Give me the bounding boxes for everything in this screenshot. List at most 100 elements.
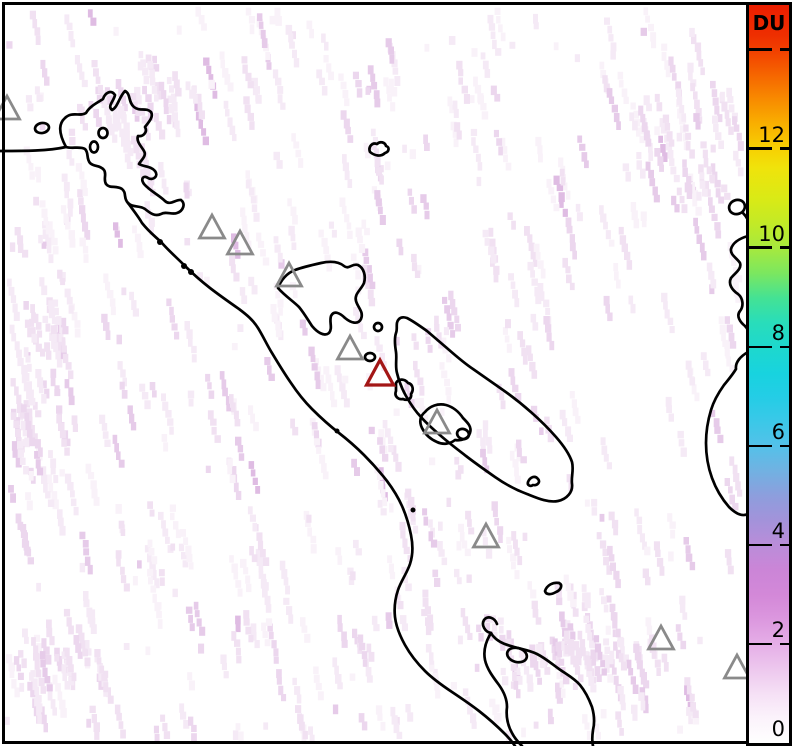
data-pixel [14, 227, 21, 236]
data-pixel [317, 374, 324, 384]
data-pixel [88, 472, 95, 480]
data-pixel [698, 164, 704, 174]
data-pixel [313, 430, 319, 439]
data-pixel [292, 290, 298, 299]
data-pixel [293, 58, 300, 68]
data-pixel [43, 723, 48, 733]
data-pixel [697, 636, 703, 645]
data-pixel [599, 205, 604, 215]
data-pixel [198, 643, 205, 654]
data-pixel [59, 699, 66, 710]
data-pixel [68, 305, 74, 314]
data-pixel [237, 324, 244, 332]
volcano-marker-icon [646, 623, 676, 651]
data-pixel [400, 530, 406, 539]
data-pixel [33, 645, 39, 654]
data-pixel [564, 630, 569, 641]
data-pixel [103, 322, 110, 331]
data-pixel [241, 215, 247, 226]
data-pixel [357, 634, 364, 643]
data-pixel [458, 523, 464, 533]
data-pixel [509, 638, 514, 649]
data-pixel [252, 522, 258, 532]
data-pixel [80, 114, 85, 124]
data-pixel [482, 60, 489, 70]
data-pixel [47, 690, 53, 701]
data-pixel [41, 380, 47, 389]
data-pixel [29, 397, 36, 406]
data-pixel [382, 453, 389, 462]
data-pixel [36, 706, 42, 716]
data-pixel [475, 153, 481, 162]
data-pixel [584, 655, 590, 666]
data-pixel [144, 201, 150, 210]
data-pixel [622, 654, 629, 663]
data-pixel [732, 281, 739, 289]
data-pixel [316, 446, 322, 454]
data-pixel [663, 301, 668, 310]
data-pixel [315, 683, 322, 691]
data-pixel [39, 651, 46, 660]
volcano-marker-icon [197, 212, 227, 240]
data-pixel [256, 532, 263, 541]
data-pixel [63, 608, 71, 617]
data-pixel [607, 545, 613, 556]
data-pixel [154, 94, 159, 102]
data-pixel [517, 556, 523, 566]
data-pixel [607, 655, 614, 665]
data-pixel [639, 668, 645, 678]
data-pixel [26, 381, 32, 391]
data-pixel [446, 313, 452, 321]
data-pixel [536, 643, 543, 653]
data-pixel [558, 157, 564, 168]
data-pixel [326, 63, 332, 73]
data-pixel [20, 420, 26, 431]
data-pixel [245, 179, 251, 189]
data-pixel [510, 376, 516, 386]
data-pixel [454, 315, 460, 324]
data-pixel [553, 175, 560, 185]
data-pixel [27, 429, 33, 438]
data-pixel [513, 680, 519, 690]
data-pixel [449, 299, 456, 309]
data-pixel [230, 264, 236, 274]
data-pixel [44, 676, 51, 684]
data-pixel [484, 465, 490, 474]
data-pixel [434, 315, 439, 326]
data-pixel [570, 599, 577, 608]
data-pixel [88, 101, 94, 109]
data-pixel [408, 196, 414, 205]
data-pixel [82, 540, 89, 548]
data-pixel [413, 525, 419, 534]
data-pixel [286, 606, 293, 615]
data-pixel [355, 548, 362, 556]
data-pixel [676, 187, 682, 196]
data-pixel [538, 153, 543, 163]
data-pixel [238, 453, 245, 461]
data-pixel [663, 662, 669, 672]
data-pixel [666, 131, 673, 142]
colorbar-tick-line [749, 543, 773, 547]
data-pixel [26, 500, 33, 511]
data-pixel [262, 587, 268, 598]
data-pixel [290, 206, 297, 216]
data-pixel [173, 521, 179, 530]
data-pixel [569, 242, 576, 252]
coastline-path [0, 145, 68, 153]
data-pixel [559, 200, 564, 208]
data-pixel [729, 456, 735, 466]
data-pixel [16, 349, 22, 358]
data-pixel [721, 184, 728, 193]
data-pixel [638, 692, 645, 701]
data-pixel [505, 638, 512, 648]
data-pixel [653, 541, 660, 551]
data-pixel [106, 290, 114, 299]
data-pixel [487, 445, 493, 454]
data-pixel [505, 730, 512, 741]
data-pixel [626, 260, 633, 270]
data-pixel [544, 666, 551, 675]
data-pixel [161, 434, 168, 442]
data-pixel [337, 555, 343, 565]
data-pixel [6, 41, 13, 49]
data-pixel [680, 640, 687, 650]
